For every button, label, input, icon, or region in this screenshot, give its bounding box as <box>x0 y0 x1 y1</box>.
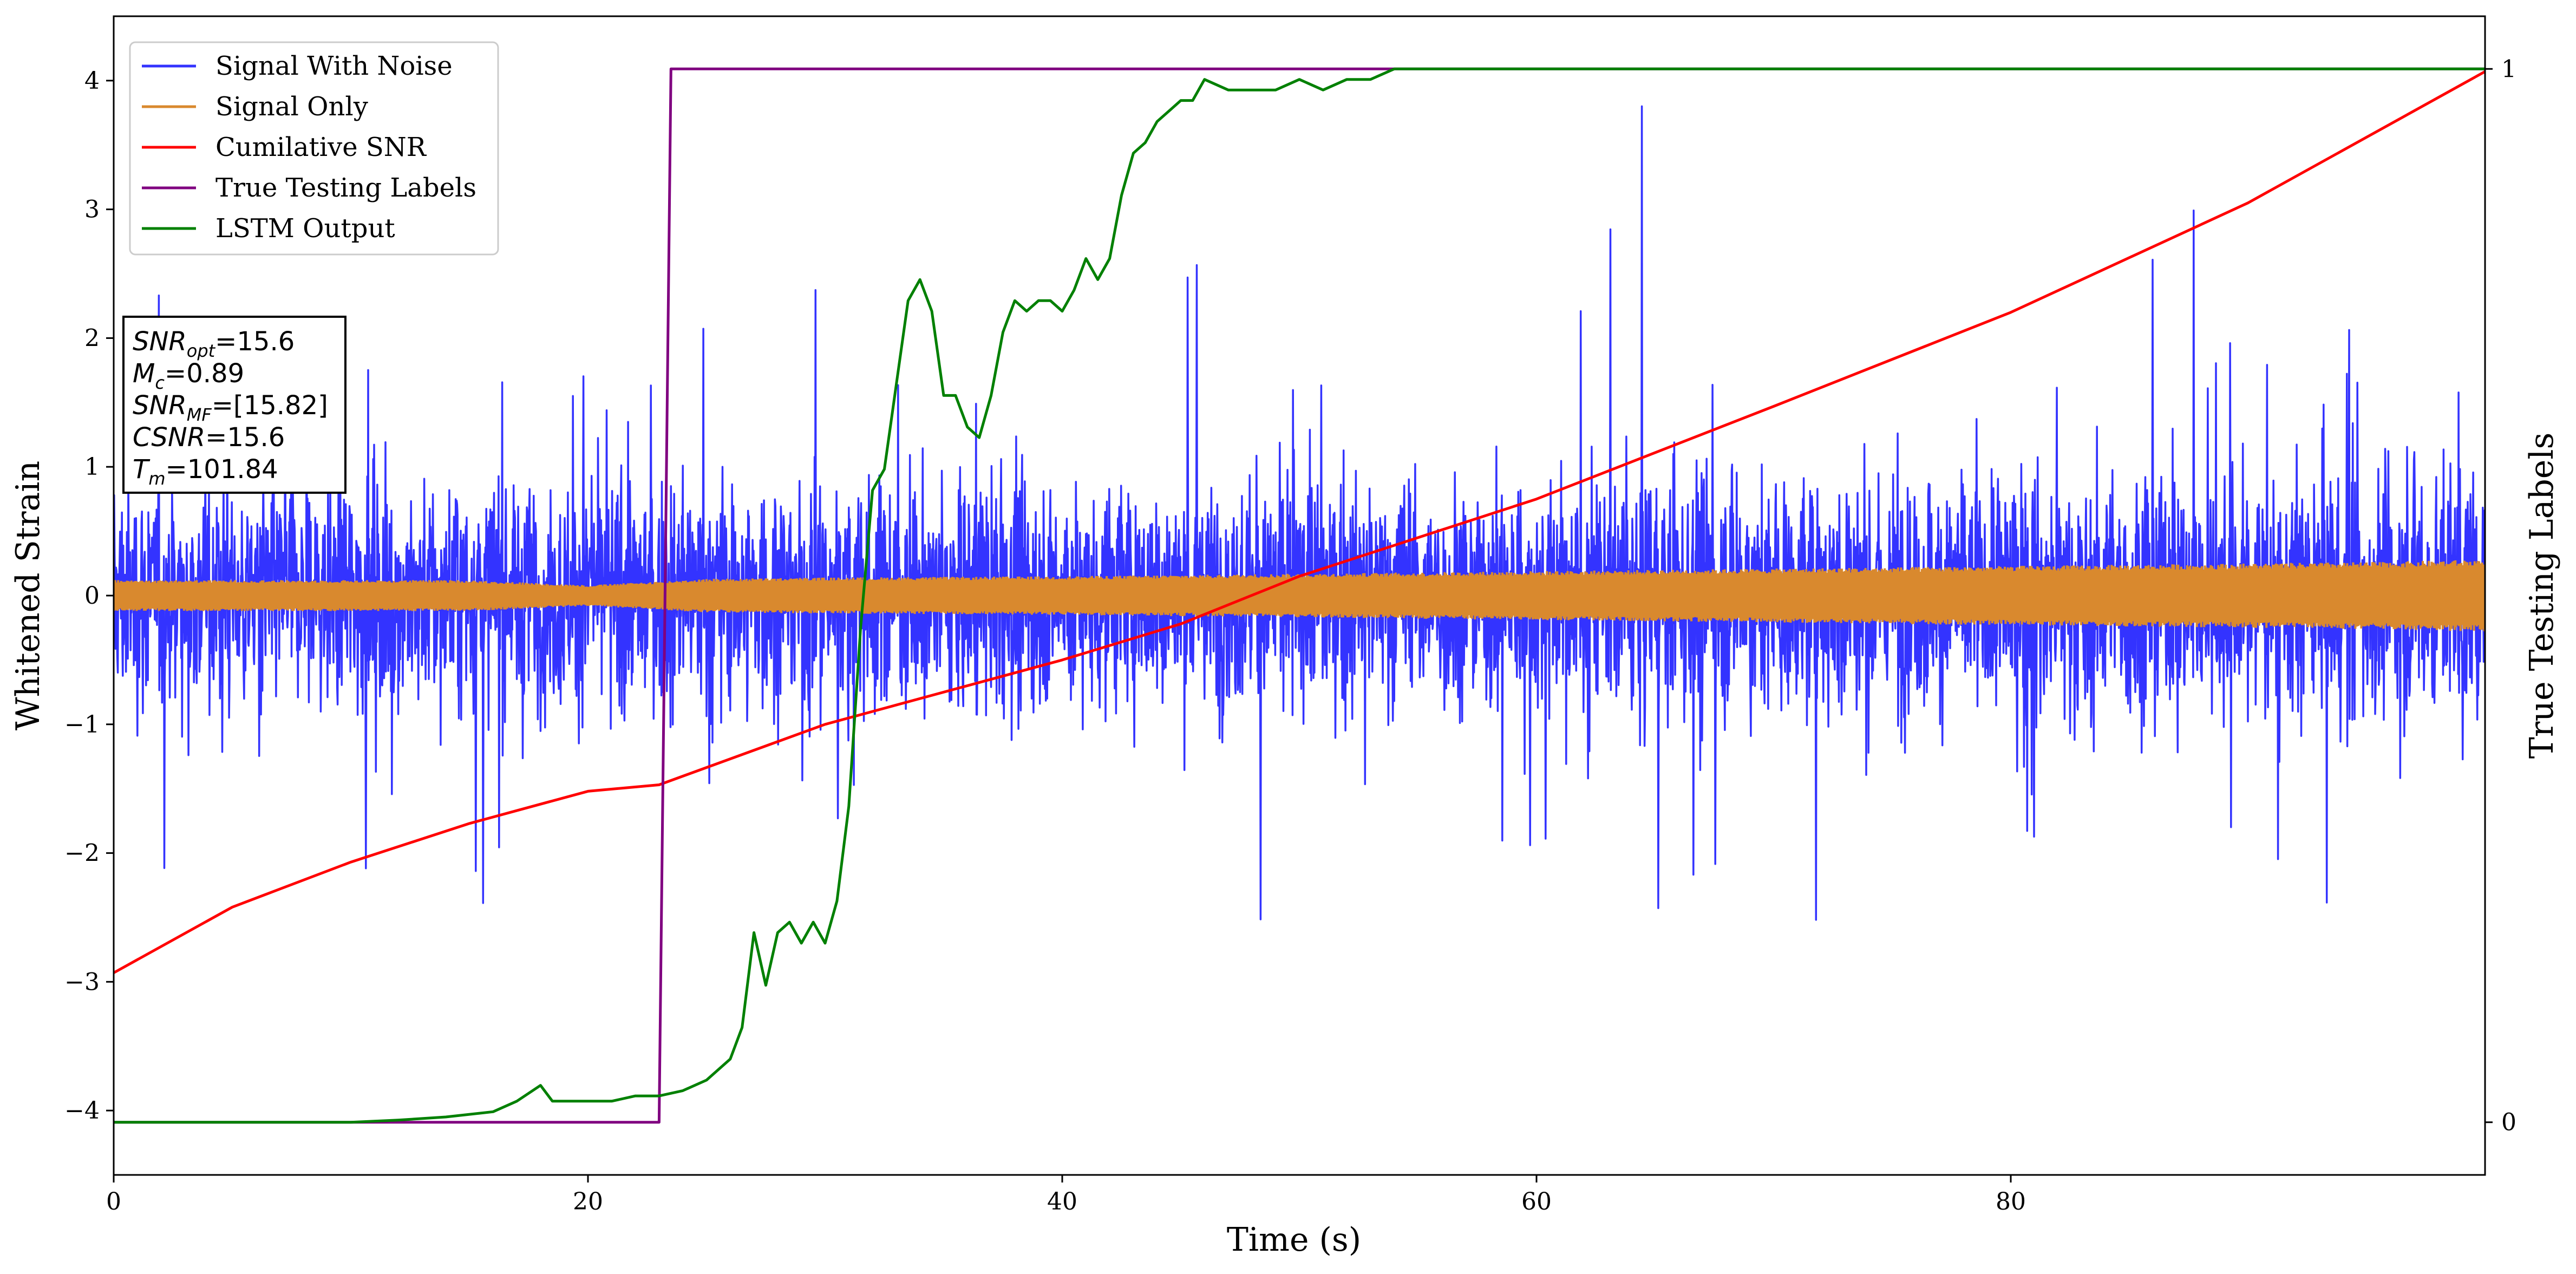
y-tick-label: 4 <box>84 67 100 95</box>
legend-label-labels: True Testing Labels <box>215 173 476 203</box>
series-lstm-output <box>114 67 2485 1124</box>
y-tick-label: 1 <box>84 453 100 481</box>
annotation-snr-opt: SNRopt=15.6 <box>133 326 295 361</box>
x-axis-ticks: 0 20 40 60 80 <box>106 1175 2026 1216</box>
annotation-snr-mf: SNRMF=[15.82] <box>133 390 328 425</box>
right-tick-label: 0 <box>2501 1109 2516 1136</box>
annotation-mc: Mc=0.89 <box>133 358 244 393</box>
y-tick-label: −2 <box>64 840 100 867</box>
annotation-box: SNRopt=15.6 Mc=0.89 SNRMF=[15.82] CSNR=1… <box>122 316 346 494</box>
y-tick-label: 0 <box>84 582 100 610</box>
legend-label-csnr: Cumilative SNR <box>215 132 427 162</box>
x-tick-label: 80 <box>1996 1188 2026 1216</box>
y-tick-label: −1 <box>64 711 100 739</box>
annotation-frame <box>122 316 346 494</box>
annotation-csnr: CSNR=15.6 <box>133 422 285 453</box>
y-axis-ticks: −4 −3 −2 −1 0 1 2 3 4 <box>64 67 114 1125</box>
y-tick-label: −3 <box>64 968 100 996</box>
x-tick-label: 0 <box>106 1188 121 1216</box>
right-tick-label: 1 <box>2501 55 2516 83</box>
annotation-tm: Tm=101.84 <box>133 454 278 489</box>
legend-box <box>129 41 499 256</box>
y-axis-label: Whitened Strain <box>9 461 47 730</box>
legend-label-lstm: LSTM Output <box>215 213 395 244</box>
series-cumilative-snr <box>114 70 2485 974</box>
series-signal-only <box>114 560 2485 631</box>
right-axis-ticks: 01 <box>2485 55 2516 1136</box>
x-tick-label: 40 <box>1047 1188 1077 1216</box>
x-axis-label: Time (s) <box>1227 1221 1361 1259</box>
legend-label-signal: Signal Only <box>215 92 368 122</box>
legend: Signal With Noise Signal Only Cumilative… <box>129 41 499 256</box>
y-tick-label: 2 <box>84 324 100 352</box>
legend-label-noise: Signal With Noise <box>215 51 453 81</box>
y-tick-label: 3 <box>84 196 100 224</box>
x-tick-label: 60 <box>1521 1188 1552 1216</box>
x-tick-label: 20 <box>573 1188 603 1216</box>
y-tick-label: −4 <box>64 1097 100 1125</box>
plot-area <box>114 67 2485 1124</box>
right-axis-label: True Testing Labels <box>2523 433 2561 759</box>
